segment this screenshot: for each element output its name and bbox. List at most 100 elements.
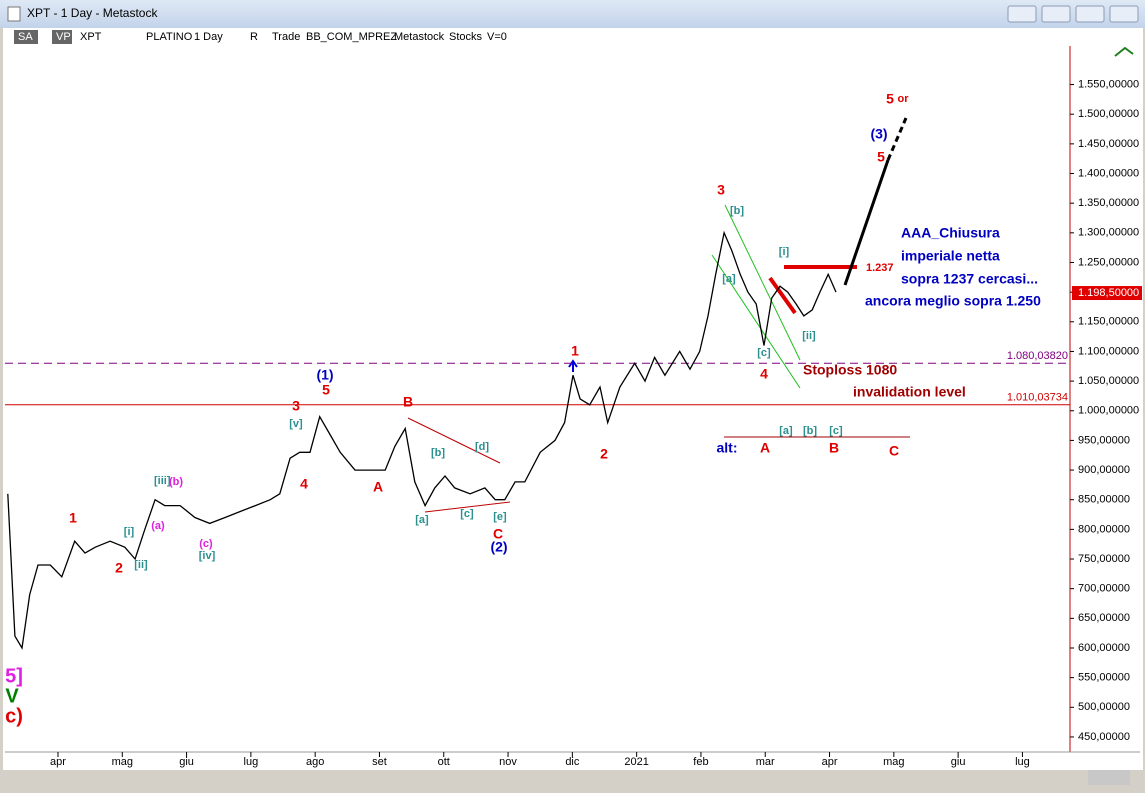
wave-annotation: C bbox=[493, 526, 503, 542]
y-tick-label: 700,00000 bbox=[1078, 583, 1130, 595]
wave-annotation: [iii] bbox=[154, 475, 171, 487]
wave-annotation: 3 bbox=[292, 398, 300, 414]
toolbar-item[interactable]: BB_COM_MPREZ bbox=[306, 31, 397, 43]
y-tick-label: 750,00000 bbox=[1078, 553, 1130, 565]
toolbar-item[interactable]: SA bbox=[18, 31, 33, 43]
wave-annotation: AAA_Chiusura bbox=[901, 225, 1000, 241]
wave-annotation: [ii] bbox=[134, 559, 148, 571]
wave-annotation: 4 bbox=[760, 366, 768, 382]
wave-annotation: 3 bbox=[717, 182, 725, 198]
x-tick-label: giu bbox=[951, 756, 966, 768]
level-label: 1.010,03734 bbox=[1007, 392, 1068, 404]
wave-annotation: 1 bbox=[571, 343, 579, 359]
x-tick-label: mag bbox=[883, 756, 904, 768]
y-tick-label: 850,00000 bbox=[1078, 494, 1130, 506]
wave-annotation: [b] bbox=[431, 447, 445, 459]
y-tick-label: 1.050,00000 bbox=[1078, 375, 1139, 387]
wave-annotation: [v] bbox=[289, 418, 303, 430]
y-tick-label: 650,00000 bbox=[1078, 612, 1130, 624]
y-tick-label: 800,00000 bbox=[1078, 523, 1130, 535]
wave-annotation: 1 bbox=[69, 510, 77, 526]
x-tick-label: lug bbox=[244, 756, 259, 768]
x-tick-label: ott bbox=[438, 756, 450, 768]
y-tick-label: 500,00000 bbox=[1078, 701, 1130, 713]
wave-annotation: (3) bbox=[870, 126, 887, 142]
window-title: XPT - 1 Day - Metastock bbox=[27, 6, 158, 20]
wave-annotation: 2 bbox=[115, 560, 123, 576]
wave-annotation: sopra 1237 cercasi... bbox=[901, 271, 1038, 287]
y-tick-label: 1.000,00000 bbox=[1078, 405, 1139, 417]
wave-annotation: (1) bbox=[316, 367, 333, 383]
wave-annotation: [d] bbox=[475, 441, 489, 453]
wave-annotation: C bbox=[889, 443, 899, 459]
wave-annotation: 2 bbox=[600, 446, 608, 462]
wave-annotation: (b) bbox=[169, 476, 183, 488]
y-tick-label: 1.350,00000 bbox=[1078, 197, 1139, 209]
y-tick-label: 950,00000 bbox=[1078, 434, 1130, 446]
price-line bbox=[7, 230, 837, 650]
wave-annotation: [c] bbox=[757, 347, 771, 359]
wave-annotation: 5 bbox=[886, 91, 894, 107]
close-button[interactable] bbox=[1109, 5, 1139, 23]
restore-button[interactable] bbox=[1007, 5, 1037, 23]
wave-annotation: [e] bbox=[493, 511, 507, 523]
y-tick-label: 600,00000 bbox=[1078, 642, 1130, 654]
wave-annotation: ancora meglio sopra 1.250 bbox=[865, 293, 1041, 309]
toolbar-item[interactable]: PLATINO bbox=[146, 31, 193, 43]
toolbar-item[interactable]: Trade bbox=[272, 31, 300, 43]
wave-annotation: [c] bbox=[829, 425, 843, 437]
wave-annotation: 5 bbox=[877, 149, 885, 165]
y-tick-label: 1.250,00000 bbox=[1078, 256, 1139, 268]
x-tick-label: apr bbox=[50, 756, 66, 768]
wave-annotation: 5 bbox=[322, 382, 330, 398]
y-tick-label: 1.400,00000 bbox=[1078, 167, 1139, 179]
y-tick-label: 1.100,00000 bbox=[1078, 345, 1139, 357]
tool-icon[interactable] bbox=[1114, 46, 1134, 57]
wave-annotation: [a] bbox=[722, 273, 736, 285]
wave-annotation: [iv] bbox=[199, 550, 216, 562]
chart-pane bbox=[3, 28, 1143, 770]
wave-annotation: B bbox=[403, 394, 413, 410]
y-tick-label: 900,00000 bbox=[1078, 464, 1130, 476]
wave-annotation: alt: bbox=[717, 440, 738, 456]
minimize-button[interactable] bbox=[1041, 5, 1071, 23]
wave-annotation: V bbox=[5, 685, 19, 707]
wave-annotation: A bbox=[760, 440, 770, 456]
x-tick-label: mar bbox=[756, 756, 775, 768]
toolbar-button bbox=[52, 30, 72, 44]
toolbar-item[interactable]: VP bbox=[56, 31, 71, 43]
wave-annotation: [b] bbox=[803, 425, 817, 437]
wave-annotation: [a] bbox=[415, 514, 429, 526]
toolbar-button bbox=[14, 30, 38, 44]
toolbar-item[interactable]: Stocks bbox=[449, 31, 483, 43]
scrollbar[interactable] bbox=[1088, 770, 1130, 785]
wave-annotation: [b] bbox=[730, 205, 744, 217]
wave-annotation: [a] bbox=[779, 425, 793, 437]
x-tick-label: ago bbox=[306, 756, 324, 768]
toolbar-item[interactable]: Metastock bbox=[394, 31, 445, 43]
wave-annotation: [i] bbox=[779, 246, 790, 258]
wave-annotation: Stoploss 1080 bbox=[803, 362, 897, 378]
maximize-button[interactable] bbox=[1075, 5, 1105, 23]
y-tick-label: 550,00000 bbox=[1078, 672, 1130, 684]
y-tick-label: 1.150,00000 bbox=[1078, 316, 1139, 328]
wave-annotation: B bbox=[829, 440, 839, 456]
toolbar-item[interactable]: V=0 bbox=[487, 31, 507, 43]
toolbar-item[interactable]: 1 Day bbox=[194, 31, 223, 43]
x-tick-label: mag bbox=[112, 756, 133, 768]
wave-annotation: invalidation level bbox=[853, 384, 966, 400]
wave-annotation: [i] bbox=[124, 526, 135, 538]
toolbar-item[interactable]: R bbox=[250, 31, 258, 43]
wave-annotation: or bbox=[898, 93, 910, 105]
wave-annotation: A bbox=[373, 479, 383, 495]
wave-annotation: 5] bbox=[5, 665, 23, 687]
wave-annotation: 4 bbox=[300, 476, 308, 492]
title-bar bbox=[0, 0, 1145, 28]
x-tick-label: feb bbox=[693, 756, 708, 768]
y-tick-label: 1.500,00000 bbox=[1078, 108, 1139, 120]
app-icon bbox=[7, 6, 21, 22]
toolbar-item[interactable]: XPT bbox=[80, 31, 102, 43]
y-tick-label: 450,00000 bbox=[1078, 731, 1130, 743]
